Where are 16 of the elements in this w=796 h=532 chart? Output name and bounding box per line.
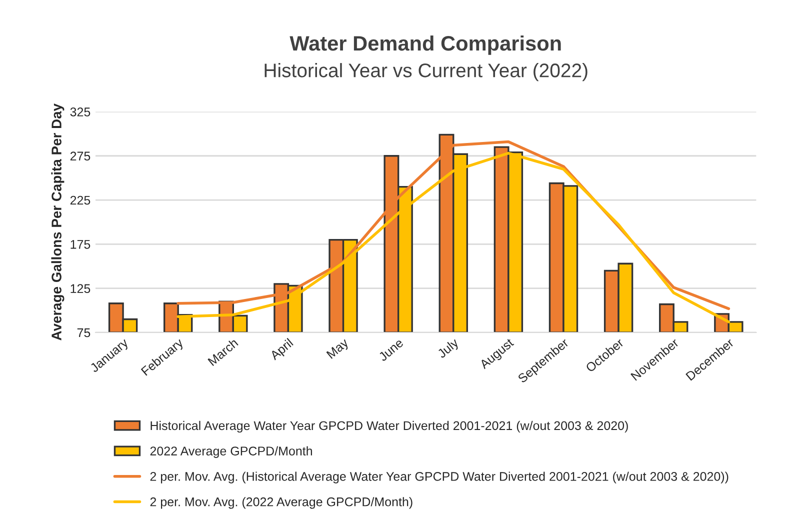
legend-label: 2 per. Mov. Avg. (2022 Average GPCPD/Month) — [150, 497, 412, 509]
y-tick-label: 275 — [70, 152, 90, 161]
y-axis-title: Average Gallons Per Capita Per Day — [51, 104, 64, 340]
y-tick-label: 75 — [77, 328, 90, 338]
legend-label: 2022 Average GPCPD/Month — [150, 446, 312, 458]
legend-label: 2 per. Mov. Avg. (Historical Average Water Year GPCPD Water Diverted 2001-2021 (w/out 2003 & 2020)) — [150, 472, 728, 484]
chart-title: Water Demand Comparison — [290, 35, 561, 55]
y-tick-label: 225 — [70, 196, 90, 205]
x-tick-label: July — [436, 337, 461, 360]
y-tick-label: 125 — [70, 284, 90, 293]
x-tick-label: May — [326, 338, 351, 361]
chart-subtitle: Historical Year vs Current Year (2022) — [264, 63, 588, 82]
x-tick-label: June — [378, 338, 404, 362]
y-tick-label: 175 — [70, 240, 90, 249]
legend-label: Historical Average Water Year GPCPD Water Diverted 2001-2021 (w/out 2003 & 2020) — [150, 420, 628, 433]
y-tick-label: 325 — [70, 108, 90, 116]
